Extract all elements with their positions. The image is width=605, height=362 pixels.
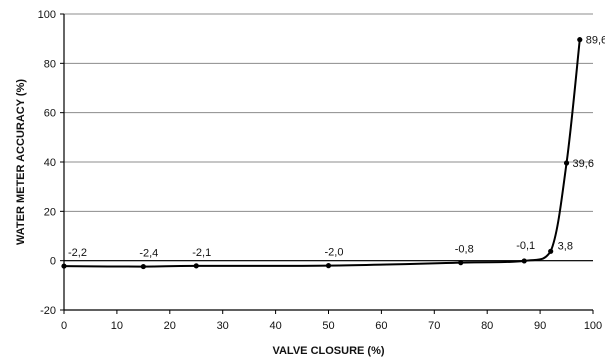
data-point <box>140 263 146 270</box>
x-tick-label: 90 <box>534 320 546 332</box>
data-point <box>61 263 67 269</box>
data-label: 39,6 <box>573 158 594 170</box>
y-tick-label: -20 <box>40 305 56 317</box>
data-point <box>325 263 332 269</box>
x-axis-label: VALVE CLOSURE (%) <box>272 345 384 357</box>
data-labels: -2,2 -2,4 -2,1 -2,0 -0,8 -0,1 3,8 39,6 89,6 <box>68 35 605 260</box>
y-tick-label: 0 <box>50 256 56 268</box>
y-axis-label: WATER METER ACCURACY (%) <box>15 79 27 245</box>
series-line <box>63 39 581 268</box>
data-label: 89,6 <box>586 35 605 47</box>
y-tick-label: 100 <box>38 9 56 21</box>
data-label: -2,2 <box>68 247 87 259</box>
data-point <box>577 37 583 43</box>
x-tick-label: 20 <box>164 320 176 332</box>
y-tick-label: 60 <box>44 108 56 120</box>
y-tick-label: 80 <box>44 58 56 70</box>
x-tick-label: 80 <box>481 320 493 332</box>
x-tick-label: 100 <box>584 320 602 332</box>
x-tick-label: 30 <box>217 320 229 332</box>
data-label: -2,0 <box>325 247 344 259</box>
y-tick-label: 40 <box>44 157 56 169</box>
data-label: -2,1 <box>192 247 211 259</box>
data-point <box>548 248 554 254</box>
data-point <box>563 160 570 166</box>
x-tick-label: 60 <box>375 320 387 332</box>
data-label: -0,8 <box>455 244 474 256</box>
data-point <box>458 260 464 266</box>
y-tick-label: 20 <box>44 206 56 218</box>
data-point <box>193 263 199 269</box>
data-label: -0,1 <box>516 240 535 252</box>
data-label: 3,8 <box>558 240 573 252</box>
axes <box>60 13 594 314</box>
tick-labels: -20 0 20 40 60 80 100 0 10 20 30 40 50 60 70 80 90 100 <box>38 9 603 332</box>
data-label: -2,4 <box>139 248 158 260</box>
x-tick-label: 10 <box>111 320 123 332</box>
data-point <box>521 258 527 264</box>
x-tick-label: 40 <box>269 320 281 332</box>
x-tick-label: 70 <box>428 320 440 332</box>
x-tick-label: 50 <box>322 320 334 332</box>
x-tick-label: 0 <box>61 320 67 332</box>
data-series <box>61 37 583 270</box>
